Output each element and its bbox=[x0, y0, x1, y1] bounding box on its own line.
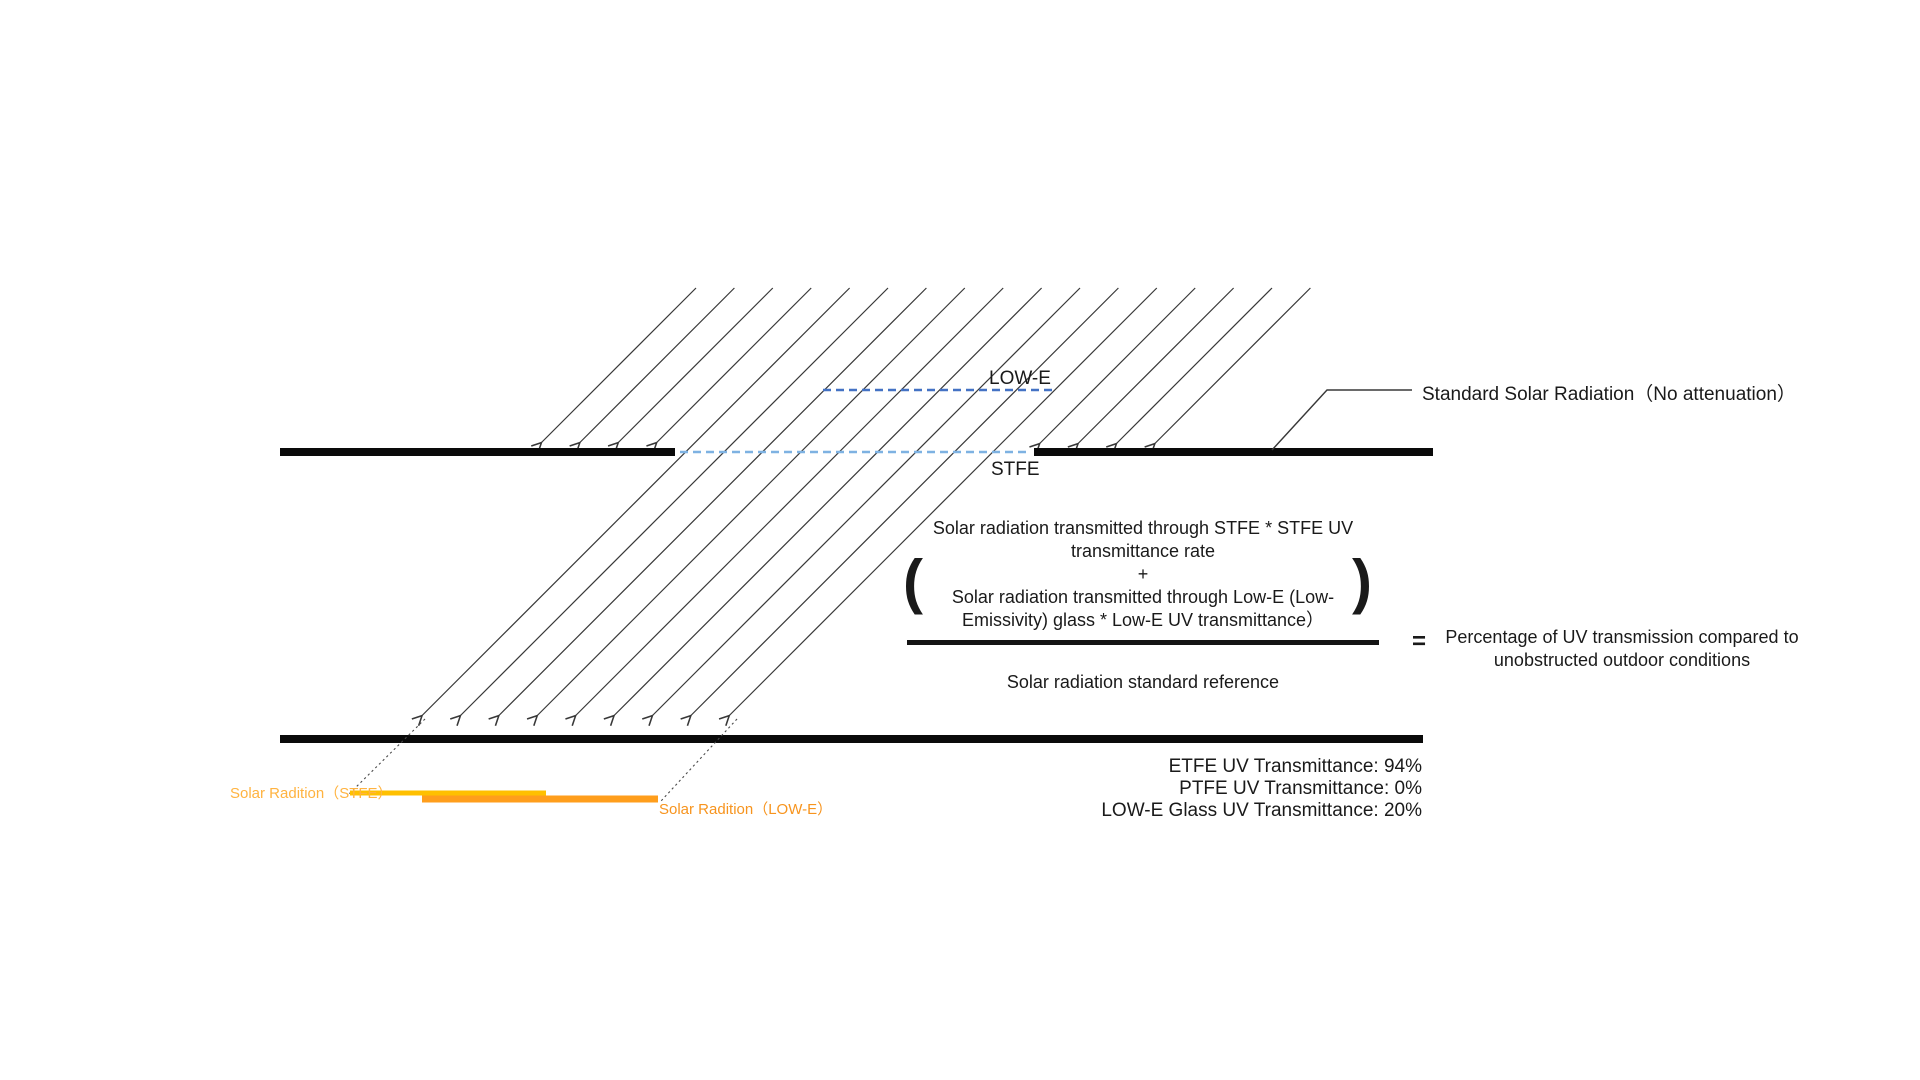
solar-ray bbox=[656, 287, 812, 443]
dotted-leader-lowe bbox=[660, 718, 738, 802]
solar-rays bbox=[422, 287, 1311, 716]
dotted-leader-stfe bbox=[347, 718, 426, 796]
formula-numerator: Solar radiation transmitted through STFE… bbox=[903, 517, 1383, 632]
uv-transmittance-notes: ETFE UV Transmittance: 94% PTFE UV Trans… bbox=[922, 756, 1422, 822]
solar-ray bbox=[690, 287, 1119, 716]
formula-result: Percentage of UV transmission compared t… bbox=[1444, 626, 1800, 672]
solar-ray bbox=[579, 287, 735, 443]
note-lowe-glass: LOW-E Glass UV Transmittance: 20% bbox=[1101, 800, 1422, 821]
solar-ray bbox=[1039, 287, 1196, 444]
equals-sign: = bbox=[1412, 628, 1427, 655]
solar-ray bbox=[1078, 287, 1235, 444]
solar-ray bbox=[614, 287, 1043, 716]
numerator-line: Emissivity) glass * Low-E UV transmittan… bbox=[961, 610, 1325, 630]
solar-ray bbox=[1116, 287, 1273, 444]
plus-sign: + bbox=[1137, 564, 1149, 584]
solar-ray bbox=[541, 287, 697, 443]
solar-radiation-lowe-label: Solar Radition（LOW-E） bbox=[659, 801, 833, 818]
lowe-layer-label: LOW-E bbox=[989, 368, 1051, 389]
solar-ray bbox=[1154, 287, 1311, 444]
stfe-layer-label: STFE bbox=[991, 459, 1040, 480]
numerator-line: Solar radiation transmitted through STFE… bbox=[932, 518, 1354, 538]
denominator-line: Solar radiation standard reference bbox=[1006, 672, 1280, 692]
solar-ray bbox=[460, 287, 889, 716]
fraction-bar bbox=[907, 640, 1379, 645]
solar-ray bbox=[498, 287, 927, 716]
close-paren: ) bbox=[1352, 548, 1372, 615]
standard-radiation-leader-line bbox=[1271, 389, 1412, 451]
solar-ray bbox=[575, 287, 1004, 716]
note-ptfe: PTFE UV Transmittance: 0% bbox=[1179, 778, 1422, 799]
solar-radiation-stfe-label: Solar Radition（STFE） bbox=[230, 785, 393, 802]
open-paren: ( bbox=[903, 548, 923, 615]
solar-ray bbox=[422, 287, 851, 716]
result-line: Percentage of UV transmission compared t… bbox=[1445, 627, 1799, 647]
note-etfe: ETFE UV Transmittance: 94% bbox=[1168, 756, 1422, 777]
standard-radiation-label: Standard Solar Radiation（No attenuation） bbox=[1422, 384, 1796, 405]
numerator-line: Solar radiation transmitted through Low-… bbox=[951, 587, 1335, 607]
solar-ray bbox=[729, 287, 1158, 716]
solar-ray bbox=[618, 287, 774, 443]
numerator-line: transmittance rate bbox=[1070, 541, 1216, 561]
solar-ray bbox=[652, 287, 1081, 716]
formula-denominator: Solar radiation standard reference bbox=[903, 671, 1383, 694]
result-line: unobstructed outdoor conditions bbox=[1493, 650, 1751, 670]
solar-ray bbox=[537, 287, 966, 716]
